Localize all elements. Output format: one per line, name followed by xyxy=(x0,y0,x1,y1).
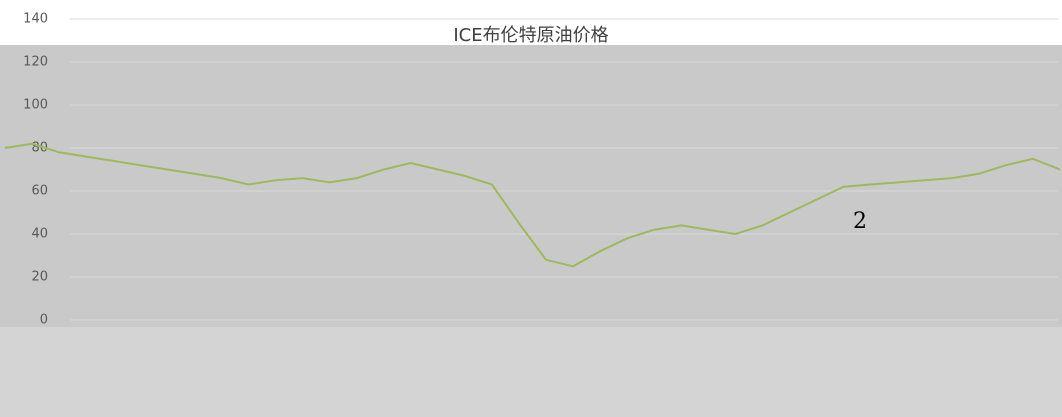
y-tick-label: 60 xyxy=(31,184,48,199)
y-tick-label: 40 xyxy=(31,227,48,242)
axis-area xyxy=(0,327,1062,417)
series-line xyxy=(4,142,1061,268)
annotation: 2 xyxy=(853,209,867,234)
y-tick-label: 100 xyxy=(23,98,48,113)
y-tick-label: 140 xyxy=(23,12,48,27)
chart-title: ICE布伦特原油价格 xyxy=(453,25,608,46)
y-tick-label: 20 xyxy=(31,270,48,285)
y-tick-label: 120 xyxy=(23,55,48,70)
plot-background xyxy=(0,45,1062,327)
y-tick-label: 0 xyxy=(40,313,48,328)
